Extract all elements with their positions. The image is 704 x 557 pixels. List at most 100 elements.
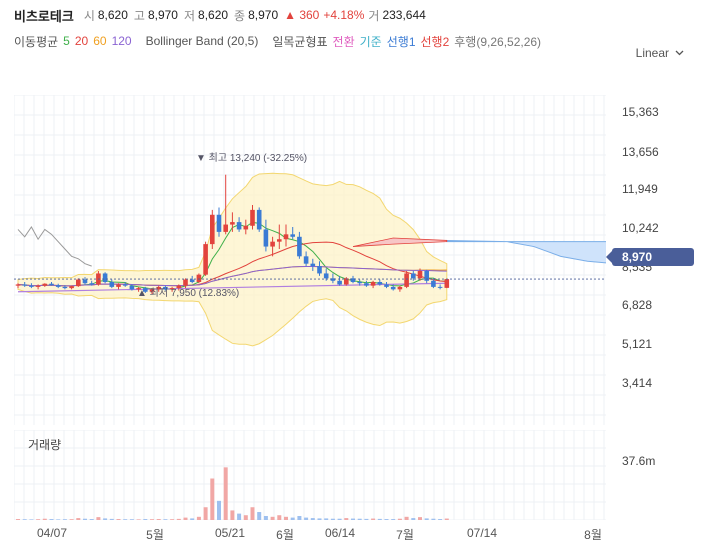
volume-axis-value: 37.6m xyxy=(622,454,656,468)
volume-bar xyxy=(156,519,161,520)
ma5-label[interactable]: 5 xyxy=(63,34,70,48)
volume-bar xyxy=(49,519,54,520)
price-chart[interactable] xyxy=(14,95,606,425)
ichimoku-span2-label[interactable]: 선행2 xyxy=(420,34,450,49)
candle-body xyxy=(189,279,195,282)
candle-body xyxy=(62,286,68,289)
ma60-label[interactable]: 60 xyxy=(93,34,107,48)
candle-body xyxy=(69,286,74,289)
candle-body xyxy=(15,284,21,286)
volume-bar xyxy=(237,513,242,520)
volume-chart[interactable] xyxy=(14,430,606,520)
volume-bar xyxy=(438,519,443,520)
volume-bar xyxy=(357,518,362,520)
candle-body xyxy=(357,282,362,284)
x-tick: 06/14 xyxy=(324,526,356,540)
high-value: 8,970 xyxy=(147,8,178,22)
ichimoku-conversion-label[interactable]: 전환 xyxy=(332,34,355,49)
ichimoku-lag-line xyxy=(17,226,92,267)
candle-body xyxy=(437,286,443,288)
ichimoku-label[interactable]: 일목균형표 xyxy=(272,34,328,49)
volume-bar xyxy=(190,518,195,520)
volume-bar xyxy=(411,518,416,520)
volume-bar xyxy=(250,507,255,520)
candle-body xyxy=(129,285,135,290)
candle-body xyxy=(411,273,416,279)
candle-body xyxy=(122,284,128,286)
ma20-label[interactable]: 20 xyxy=(74,34,89,48)
y-tick: 5,121 xyxy=(622,337,653,351)
volume-bar xyxy=(129,519,134,520)
close-label: 종 xyxy=(234,8,246,23)
quote-header: 비츠로테크 시 8,620 고 8,970 저 8,620 종 8,970 ▲ … xyxy=(14,6,432,24)
chevron-down-icon xyxy=(675,50,684,56)
y-tick: 6,828 xyxy=(622,298,653,312)
candle-body xyxy=(183,279,188,286)
volume-bar xyxy=(364,518,369,520)
volume-bar xyxy=(263,516,268,520)
ma-label[interactable]: 이동평균 xyxy=(14,34,59,49)
volume-value: 233,644 xyxy=(382,8,426,22)
candle-body xyxy=(109,282,115,287)
candle-body xyxy=(350,278,356,282)
y-tick: 11,949 xyxy=(622,182,658,196)
volume-bar xyxy=(310,518,315,520)
candle-body xyxy=(330,278,336,281)
scale-dropdown[interactable]: Linear xyxy=(636,46,684,60)
volume-bar xyxy=(136,519,141,520)
low-value: 8,620 xyxy=(198,8,229,22)
candle-body xyxy=(35,285,41,287)
volume-bar xyxy=(163,519,168,520)
change-pct: +4.18% xyxy=(323,8,365,22)
x-tick: 5월 xyxy=(146,528,164,542)
candle-body xyxy=(256,209,262,230)
volume-bar xyxy=(371,518,376,520)
volume-bar xyxy=(418,517,422,520)
ichimoku-lag-label[interactable]: 후행(9,26,52,26) xyxy=(454,34,542,49)
candle-body xyxy=(143,288,148,292)
candle-body xyxy=(263,229,269,247)
candle-body xyxy=(89,283,94,285)
candle-body xyxy=(424,271,429,281)
volume-bar xyxy=(317,518,322,520)
ma120-label[interactable]: 120 xyxy=(111,34,132,48)
volume-bar xyxy=(351,518,355,520)
y-tick: 10,242 xyxy=(622,221,659,235)
candle-body xyxy=(290,234,295,237)
volume-bar xyxy=(277,515,282,520)
volume-bar xyxy=(76,518,81,520)
volume-bar xyxy=(29,519,34,520)
candle-body xyxy=(55,285,61,287)
volume-bar xyxy=(297,516,302,520)
candle-body xyxy=(397,286,403,290)
volume-bar xyxy=(290,517,295,520)
volume-panel-bg xyxy=(14,430,606,520)
volume-bar xyxy=(397,518,402,520)
candle-body xyxy=(310,263,316,267)
candle-body xyxy=(136,288,141,290)
candle-body xyxy=(169,288,175,290)
ichimoku-cloud-red xyxy=(352,237,448,247)
x-tick: 8월 xyxy=(584,528,602,542)
candle-body xyxy=(49,283,54,286)
volume-bar xyxy=(109,518,114,520)
y-tick: 3,414 xyxy=(622,376,653,390)
candle-body xyxy=(431,280,436,287)
volume-bar xyxy=(176,518,181,520)
volume-bar xyxy=(16,519,20,520)
indicator-legend: 이동평균 5 20 60 120 Bollinger Band (20,5) 일… xyxy=(14,32,546,50)
volume-bar xyxy=(284,516,288,520)
volume-bar xyxy=(404,516,409,520)
volume-bar xyxy=(196,516,201,520)
ichimoku-base-label[interactable]: 기준 xyxy=(359,34,382,49)
candle-body xyxy=(444,279,450,288)
volume-bar xyxy=(324,518,329,520)
x-tick: 05/21 xyxy=(214,526,246,540)
y-tick: 13,656 xyxy=(622,145,659,159)
bollinger-label[interactable]: Bollinger Band (20,5) xyxy=(145,34,259,48)
volume-bar xyxy=(22,519,27,520)
ichimoku-span1-label[interactable]: 선행1 xyxy=(386,34,416,49)
close-value: 8,970 xyxy=(248,8,279,22)
candle-body xyxy=(236,222,242,230)
volume-bar xyxy=(116,519,121,520)
